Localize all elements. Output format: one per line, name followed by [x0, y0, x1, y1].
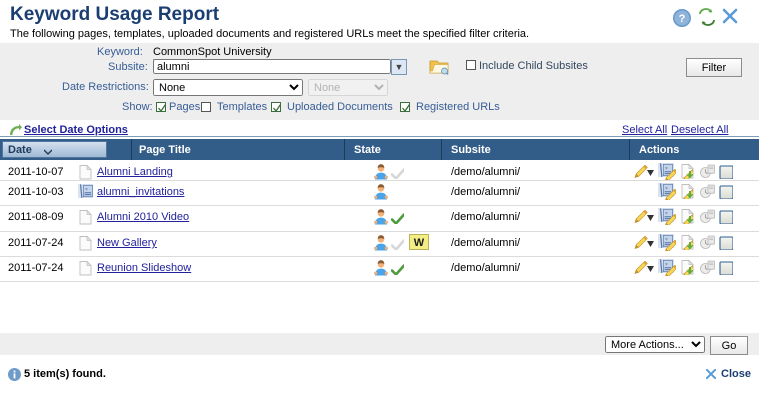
svg-text:?: ? [679, 13, 686, 25]
